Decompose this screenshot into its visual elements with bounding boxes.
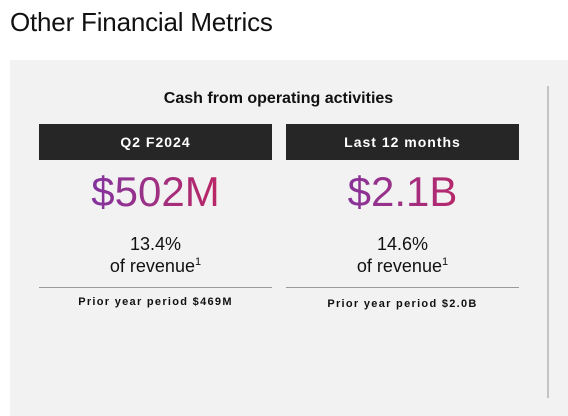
divider xyxy=(39,287,272,288)
prior-year-text: Prior year period $2.0B xyxy=(327,298,478,310)
section-title: Cash from operating activities xyxy=(163,90,394,107)
percent-label-text: of revenue xyxy=(356,256,442,276)
revenue-percent-label: of revenue1 xyxy=(286,255,519,277)
prior-year-text: Prior year period $469M xyxy=(78,296,233,308)
page-title: Other Financial Metrics xyxy=(10,7,273,37)
revenue-percent: 14.6% xyxy=(376,234,429,254)
footnote-marker: 1 xyxy=(194,256,202,268)
metrics-panel: Cash from operating activities Q2 F2024 … xyxy=(10,60,568,416)
vertical-divider xyxy=(547,86,549,398)
percent-label-text: of revenue xyxy=(109,256,195,276)
column-header: Q2 F2024 xyxy=(39,124,272,160)
column-header: Last 12 months xyxy=(286,124,519,160)
metric-column-quarter: Q2 F2024 $502M 13.4% of revenue1 Prior y… xyxy=(39,124,272,308)
footnote-marker: 1 xyxy=(441,256,449,268)
divider xyxy=(286,287,519,288)
metric-column-ltm: Last 12 months $2.1B 14.6% of revenue1 P… xyxy=(286,124,519,310)
revenue-percent: 13.4% xyxy=(129,234,182,254)
metric-value: $502M xyxy=(39,168,272,216)
metric-value: $2.1B xyxy=(286,168,519,216)
revenue-percent-label: of revenue1 xyxy=(39,255,272,277)
